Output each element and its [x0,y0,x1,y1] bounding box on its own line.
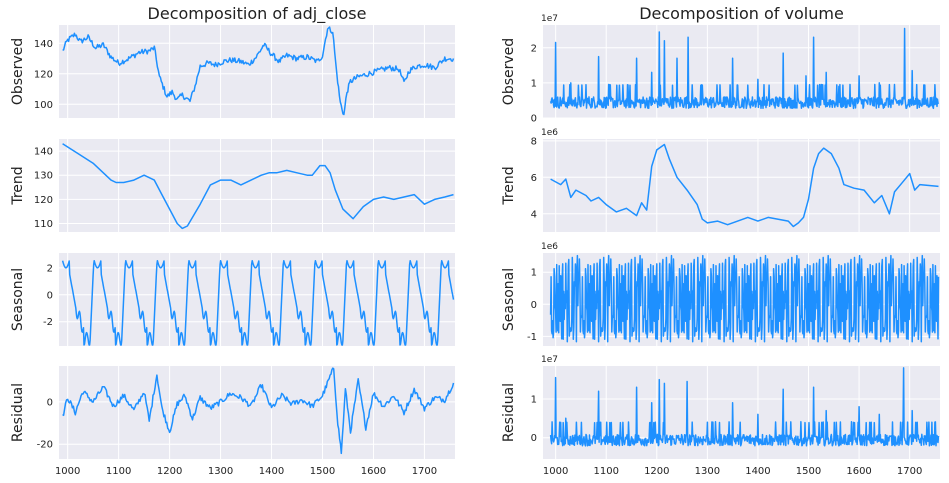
y-axis-label: Trend [501,166,517,205]
y-tick-label: 0 [47,290,53,301]
y-tick-label: 0 [47,397,53,408]
x-tick-label: 1700 [897,466,922,477]
x-tick-label: 1300 [208,466,233,477]
y-tick-label: 1 [531,394,537,405]
x-tick-label: 1500 [310,466,335,477]
subplot-2: -2 0 2 Seasonal [10,253,455,346]
series-line [550,143,939,228]
sci-offset-label: 1e7 [541,355,558,365]
subplot-7: 1000 1100 1200 1300 1400 1500 1600 1700 0 1 Residu… [501,355,940,477]
y-axis-label: Seasonal [501,268,517,331]
y-tick-label: 6 [531,173,537,184]
y-axis-label: Observed [10,38,26,105]
y-tick-label: 140 [34,147,53,158]
x-tick-label: 1100 [106,466,131,477]
y-tick-label: 2 [531,43,537,54]
y-tick-label: 1 [531,268,537,279]
plot-background [543,139,940,232]
y-tick-label: 2 [47,263,53,274]
sci-offset-label: 1e7 [541,14,558,24]
subplot-6: -1 0 1 Seasonal 1e6 [501,242,940,346]
sci-offset-label: 1e6 [541,128,558,138]
x-tick-label: 1600 [361,466,386,477]
y-tick-label: 0 [531,433,537,444]
series-line [61,259,455,346]
y-tick-label: 0 [531,300,537,311]
subplot-5: 4 6 8 Trend 1e6 [501,128,940,232]
y-tick-label: 8 [531,136,537,147]
x-tick-label: 1200 [644,466,669,477]
y-tick-label: 120 [34,69,53,80]
y-axis-label: Trend [10,166,26,205]
y-tick-label: 130 [34,171,53,182]
y-axis-label: Observed [501,38,517,105]
y-tick-label: -2 [43,317,53,328]
x-tick-label: 1000 [55,466,80,477]
x-tick-label: 1400 [745,466,770,477]
x-tick-label: 1400 [259,466,284,477]
y-tick-label: 4 [531,209,537,220]
y-axis-label: Residual [10,383,26,442]
x-tick-label: 1000 [543,466,568,477]
subplot-0: 100 120 140 Observed Decomposition of adj_cl… [10,4,455,118]
subplot-3: 1000 1100 1200 1300 1400 1500 1600 1700 -20 0 Resi… [10,366,455,477]
y-tick-label: -20 [37,440,53,451]
y-tick-label: 100 [34,100,53,111]
y-tick-label: 0 [531,114,537,125]
plot-background [59,366,455,459]
series-line [62,26,455,116]
x-tick-label: 1300 [695,466,720,477]
x-tick-label: 1100 [593,466,618,477]
series-line [549,367,940,447]
plot-background [59,139,455,232]
x-tick-label: 1700 [412,466,437,477]
series-line [549,27,940,110]
x-tick-label: 1600 [846,466,871,477]
series-line [62,143,454,230]
sci-offset-label: 1e6 [541,242,558,252]
series-line [62,367,455,455]
subplot-title: Decomposition of volume [639,4,844,23]
subplot-title: Decomposition of adj_close [148,4,367,24]
y-tick-label: 110 [34,219,53,230]
y-tick-label: 140 [34,39,53,50]
subplot-4: 0 1 2 Observed 1e7 Decomposition of volume [501,4,940,125]
y-axis-label: Seasonal [10,268,26,331]
subplot-1: 110 120 130 140 Trend [10,139,455,232]
plot-background [59,25,455,118]
y-tick-label: 1 [531,78,537,89]
y-tick-label: 120 [34,195,53,206]
x-tick-label: 1200 [157,466,182,477]
y-axis-label: Residual [501,383,517,442]
y-tick-label: -1 [527,332,537,343]
x-tick-label: 1500 [796,466,821,477]
series-line [549,254,940,343]
